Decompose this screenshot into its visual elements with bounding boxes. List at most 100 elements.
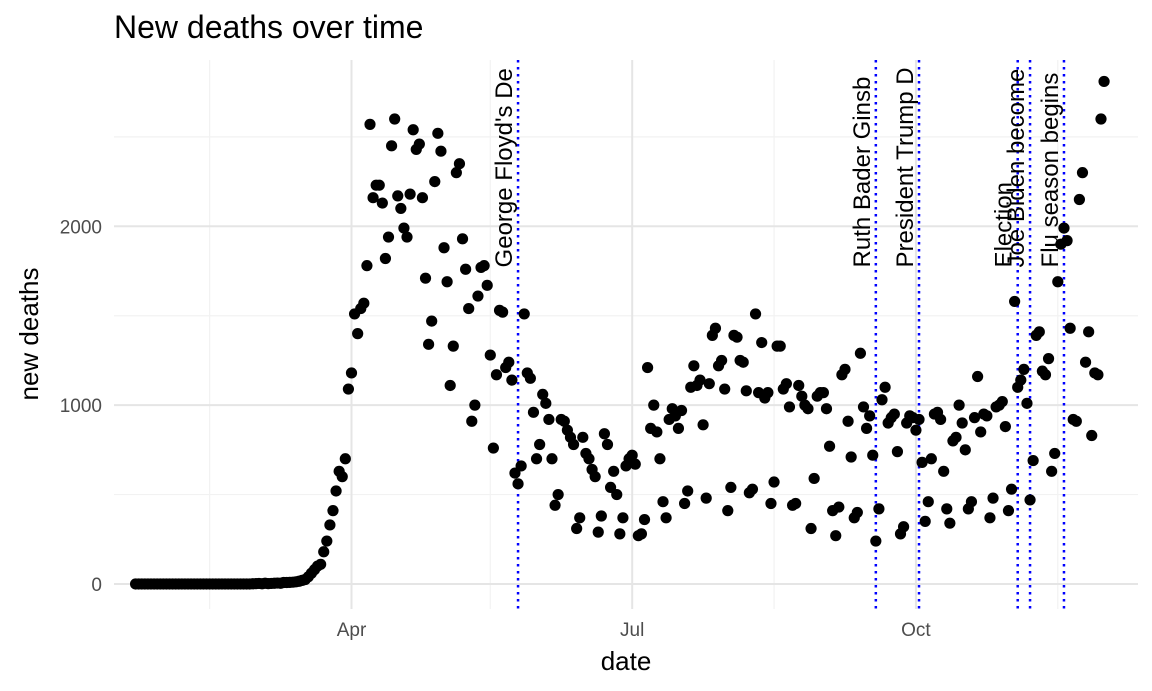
data-point bbox=[891, 446, 904, 458]
data-point bbox=[324, 519, 336, 531]
data-point bbox=[996, 395, 1008, 408]
data-point bbox=[453, 158, 466, 170]
data-point bbox=[756, 336, 768, 349]
data-point bbox=[716, 354, 728, 367]
data-point bbox=[1086, 429, 1098, 442]
y-tick-label: 2000 bbox=[60, 217, 102, 238]
data-point bbox=[456, 233, 469, 245]
data-point bbox=[987, 492, 999, 504]
data-point bbox=[864, 410, 876, 422]
data-point bbox=[1049, 447, 1061, 460]
data-point bbox=[567, 438, 580, 451]
data-point bbox=[783, 401, 796, 413]
data-point bbox=[700, 492, 712, 504]
data-point bbox=[1039, 369, 1052, 381]
data-point bbox=[709, 322, 722, 334]
x-axis-title: date bbox=[601, 646, 652, 676]
data-point bbox=[956, 417, 968, 429]
data-point bbox=[315, 558, 327, 570]
data-point bbox=[833, 501, 845, 513]
data-point bbox=[802, 403, 814, 415]
data-point bbox=[571, 522, 583, 535]
event-lines bbox=[516, 60, 1066, 609]
data-point bbox=[916, 456, 928, 468]
event-labels: George Floyd's De Ruth Bader Ginsb Preside… bbox=[491, 67, 1064, 267]
data-point bbox=[524, 372, 536, 384]
data-point bbox=[1005, 483, 1018, 495]
data-point bbox=[857, 401, 870, 413]
data-point bbox=[1027, 454, 1039, 467]
event-label: President Trump D bbox=[892, 67, 919, 267]
data-point bbox=[423, 338, 435, 350]
data-point bbox=[327, 505, 339, 517]
data-point bbox=[478, 260, 490, 272]
data-point bbox=[432, 127, 444, 139]
data-point bbox=[1098, 75, 1110, 88]
data-point bbox=[404, 188, 416, 200]
event-label: Joe Biden become bbox=[1003, 69, 1030, 268]
data-point bbox=[688, 360, 700, 372]
data-point bbox=[330, 485, 342, 497]
data-point bbox=[1018, 363, 1030, 375]
data-point bbox=[373, 179, 385, 191]
data-point bbox=[558, 415, 570, 427]
data-point bbox=[413, 138, 425, 150]
data-point bbox=[1079, 356, 1092, 368]
data-point bbox=[860, 422, 873, 434]
data-point bbox=[463, 302, 475, 315]
data-point bbox=[1070, 415, 1082, 427]
x-tick-labels: Apr Jul Oct bbox=[337, 620, 932, 641]
data-point bbox=[737, 356, 749, 368]
data-point bbox=[416, 192, 429, 204]
data-point bbox=[1083, 326, 1095, 338]
data-point bbox=[339, 453, 351, 465]
data-point bbox=[842, 415, 854, 427]
data-point bbox=[697, 419, 709, 431]
data-point bbox=[768, 476, 780, 488]
data-point bbox=[608, 465, 620, 477]
data-point bbox=[361, 260, 373, 272]
data-point bbox=[725, 481, 737, 493]
data-point bbox=[490, 369, 503, 381]
data-point bbox=[1009, 295, 1021, 308]
data-point bbox=[651, 426, 663, 438]
data-point bbox=[820, 403, 833, 415]
data-point bbox=[1046, 465, 1058, 477]
data-point bbox=[497, 306, 509, 318]
data-point bbox=[999, 420, 1011, 433]
data-point bbox=[589, 471, 601, 483]
data-point bbox=[719, 383, 731, 395]
data-point bbox=[922, 496, 934, 508]
data-point bbox=[682, 485, 694, 497]
data-point bbox=[481, 279, 493, 291]
data-point bbox=[793, 379, 805, 392]
data-point bbox=[968, 412, 981, 424]
data-point bbox=[614, 528, 626, 540]
data-point bbox=[1076, 167, 1089, 179]
data-point bbox=[515, 460, 527, 472]
data-point bbox=[805, 522, 817, 535]
data-point bbox=[1021, 397, 1033, 409]
data-point bbox=[679, 497, 691, 510]
data-point bbox=[790, 497, 802, 510]
data-point bbox=[441, 276, 453, 288]
data-point bbox=[746, 483, 759, 495]
data-point bbox=[638, 513, 651, 526]
data-point bbox=[595, 510, 607, 522]
data-point bbox=[389, 113, 401, 125]
data-point bbox=[577, 431, 589, 443]
data-point bbox=[830, 530, 842, 542]
data-point bbox=[438, 242, 450, 254]
data-point bbox=[376, 197, 388, 209]
data-point bbox=[1092, 369, 1104, 381]
data-point bbox=[611, 488, 623, 501]
data-point bbox=[518, 308, 530, 320]
data-point bbox=[444, 379, 456, 392]
data-point bbox=[657, 496, 669, 508]
data-point bbox=[817, 387, 829, 399]
data-point bbox=[469, 399, 481, 411]
data-point bbox=[1052, 276, 1064, 288]
data-point bbox=[897, 521, 910, 533]
data-point bbox=[845, 451, 857, 463]
